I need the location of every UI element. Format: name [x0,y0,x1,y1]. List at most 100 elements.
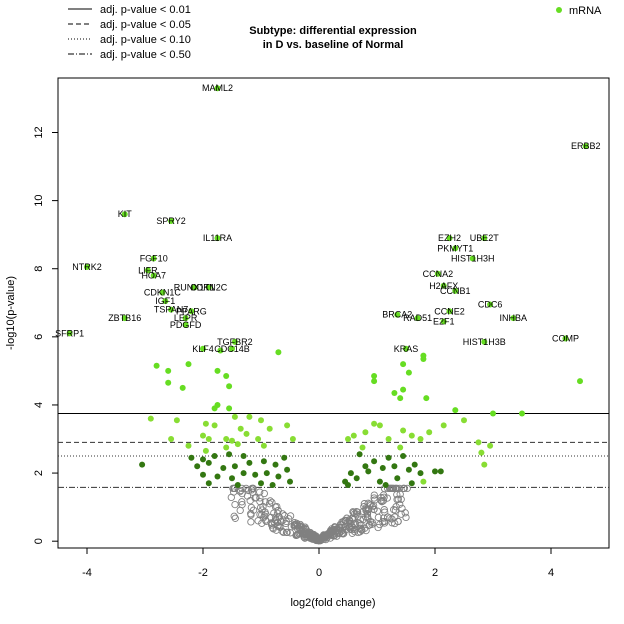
ns-point [247,518,255,526]
gene-point [150,255,157,262]
light-point [487,442,494,449]
ns-point [339,530,347,538]
dark-point [139,461,146,468]
ns-point [236,487,244,496]
ns-point [280,512,289,520]
gene-label-tspan7: TSPAN7 [154,305,188,315]
sig-point [185,361,192,368]
series-legend-marker [556,7,562,13]
dark-point [382,482,389,488]
gene-label-tgfbr2: TGFBR2 [217,337,253,347]
legend-text-1: adj. p-value < 0.05 [100,19,191,31]
gene-label-ccnb1: CCNB1 [440,286,471,296]
gene-label-rad51: RAD51 [403,313,432,323]
dark-point [411,461,418,468]
light-point [173,417,180,424]
dark-point [400,453,407,459]
dark-point [371,458,378,465]
light-point [417,436,424,442]
y-tick-label: 6 [33,334,45,340]
light-point [185,442,192,449]
x-axis-title: log2(fold change) [290,597,375,609]
ns-point [349,508,357,516]
gene-label-spry2: SPRY2 [156,216,185,226]
gene-label-comp: COMP [552,334,579,344]
gene-point [144,267,151,274]
gene-label-cdkn2c: CDKN2C [190,283,228,293]
gene-point [469,255,476,262]
ns-point [393,490,401,499]
ns-point [370,491,378,499]
legend-text-0: adj. p-value < 0.01 [100,4,191,16]
series-legend: mRNA [556,5,602,17]
sig-point [153,362,160,369]
sig-point [405,369,412,376]
gene-point [182,321,189,328]
light-point [385,436,392,442]
gene-label-hoa7: HOA7 [141,271,166,281]
ns-point [333,532,341,540]
ns-point [256,503,265,512]
gene-point [452,287,459,294]
gene-label-lepr: LEPR [174,313,198,323]
legend-text-2: adj. p-value < 0.10 [100,34,191,46]
light-point [243,430,250,437]
sig-point [217,347,224,354]
gene-label-kras: KRAS [394,344,419,354]
dark-point [391,463,398,470]
ns-point [276,523,284,531]
dark-point [231,463,238,470]
light-point [481,461,488,468]
dark-point [226,451,233,458]
gene-label-erbb2: ERBB2 [571,141,601,151]
dark-point [417,470,424,477]
dark-point [220,465,227,471]
light-point [246,413,253,420]
sig-point [165,379,172,386]
gene-label-klf4: KLF4 [192,344,214,354]
gene-point [414,315,421,322]
x-axis: -4 -2 0 2 4 [82,547,554,579]
sig-point [391,390,398,396]
sig-point [275,349,282,356]
light-point [284,422,291,429]
x-tick-label: -2 [198,567,208,579]
gene-point [229,345,235,352]
ns-point [357,525,366,534]
dark-point [376,478,383,485]
dark-point [252,471,259,478]
gene-point [487,301,494,308]
sig-point [400,386,407,393]
ns-point [238,498,246,506]
light-point [202,447,209,454]
ns-point [249,484,257,493]
dark-point [281,454,288,461]
gene-point [394,311,401,318]
ns-point [301,528,309,536]
light-point [237,425,244,432]
dark-point [260,458,267,465]
light-point [255,436,262,442]
x-tick-label: 4 [548,567,554,579]
light-point [211,422,218,429]
dark-point [405,466,412,473]
chart-title-line-2: in D vs. baseline of Normal [263,39,404,51]
gene-point [452,245,459,252]
dark-point [284,466,291,473]
ns-point [279,516,287,524]
y-tick-label: 8 [33,266,45,272]
gene-point [205,284,212,291]
gene-label-sfrp1: SFRP1 [55,328,84,338]
y-tick-label: 12 [33,126,45,138]
y-tick-label: 10 [33,194,45,206]
gene-label-h2afx: H2AFX [429,281,458,291]
gene-label-hist1h3h: HIST1H3H [451,254,495,264]
ns-point [398,504,406,513]
gene-label-hist1h3b: HIST1H3B [463,337,506,347]
ns-point [402,513,410,522]
gene-label-brca2: BRCA2 [382,310,412,320]
sig-point [452,407,459,414]
ns-point [266,497,274,505]
y-tick-label: 2 [33,470,45,476]
